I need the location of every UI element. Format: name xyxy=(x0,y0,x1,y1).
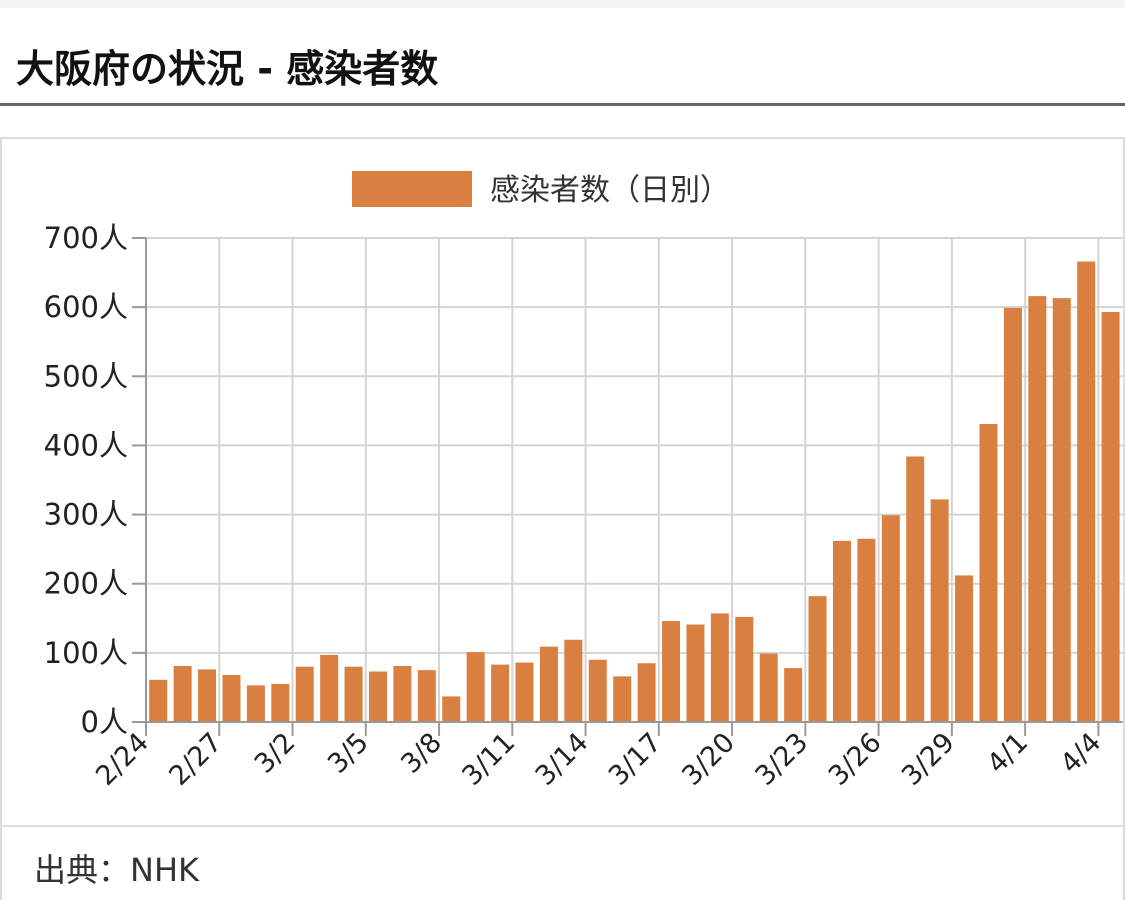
bar-3-12 xyxy=(539,646,558,722)
bar-3-15 xyxy=(613,676,632,722)
bar-3-13 xyxy=(564,639,583,722)
bar-2-25 xyxy=(173,665,192,722)
legend-label: 感染者数（日別） xyxy=(490,173,730,208)
bar-3-5 xyxy=(368,671,387,722)
chart-axes xyxy=(132,237,1123,736)
x-tick-label: 3/20 xyxy=(676,727,741,792)
x-tick-label: 4/4 xyxy=(1055,727,1108,780)
bar-3-23 xyxy=(808,596,827,722)
bar-4-2 xyxy=(1052,298,1071,722)
bar-3-6 xyxy=(393,665,412,722)
bar-4-3 xyxy=(1077,261,1096,722)
y-axis-ticks: 0人 100人 200人 300人 400人 500人 600人 700人 xyxy=(44,221,128,739)
bar-3-24 xyxy=(832,540,851,722)
bar-3-4 xyxy=(344,666,363,722)
bar-3-17 xyxy=(662,621,681,722)
page-title: 大阪府の状況 - 感染者数 xyxy=(16,47,439,91)
bar-3-16 xyxy=(637,663,656,722)
y-tick-label: 500人 xyxy=(44,359,128,393)
title-divider xyxy=(0,103,1125,106)
bar-3-8 xyxy=(442,696,461,722)
bar-3-18 xyxy=(686,624,705,722)
legend-swatch xyxy=(352,171,472,207)
bar-3-31 xyxy=(1003,307,1022,722)
x-tick-label: 3/2 xyxy=(249,727,302,780)
bar-2-24 xyxy=(149,679,168,722)
x-tick-label: 4/1 xyxy=(981,727,1034,780)
chart-legend: 感染者数（日別） xyxy=(352,171,730,208)
bar-3-29 xyxy=(955,575,974,722)
top-band xyxy=(0,0,1125,8)
y-tick-label: 100人 xyxy=(44,636,128,670)
x-tick-label: 2/27 xyxy=(163,727,228,792)
y-tick-label: 300人 xyxy=(44,498,128,532)
bar-2-26 xyxy=(198,669,217,722)
bar-2-27 xyxy=(222,674,241,722)
bar-3-11 xyxy=(515,662,534,722)
bar-3-20 xyxy=(735,616,754,722)
bar-3-28 xyxy=(930,499,949,722)
y-tick-label: 600人 xyxy=(44,290,128,324)
bar-3-14 xyxy=(588,659,607,722)
bar-4-1 xyxy=(1028,296,1047,722)
chart-bars xyxy=(149,261,1120,722)
y-tick-label: 200人 xyxy=(44,567,128,601)
bar-3-1 xyxy=(271,683,290,722)
bar-3-9 xyxy=(466,652,485,722)
bar-3-21 xyxy=(759,653,778,722)
x-tick-label: 3/23 xyxy=(749,727,814,792)
bar-3-27 xyxy=(906,456,925,722)
y-tick-label: 700人 xyxy=(44,221,128,255)
bar-3-26 xyxy=(881,515,900,722)
bar-3-7 xyxy=(417,670,436,722)
bar-4-4 xyxy=(1101,311,1120,722)
bar-3-30 xyxy=(979,423,998,722)
x-tick-label: 3/5 xyxy=(322,727,375,780)
bar-3-19 xyxy=(710,613,729,722)
bar-2-28 xyxy=(246,685,265,722)
chart-grid xyxy=(145,237,1123,723)
source-label: 出典：NHK xyxy=(34,851,199,889)
x-tick-label: 3/17 xyxy=(603,727,668,792)
source-footer: 出典：NHK xyxy=(0,825,1125,900)
y-tick-label: 0人 xyxy=(81,705,128,739)
x-tick-label: 3/26 xyxy=(823,727,888,792)
bar-3-2 xyxy=(295,666,314,722)
y-tick-label: 400人 xyxy=(44,428,128,462)
x-tick-label: 3/14 xyxy=(530,727,595,792)
x-axis-ticks: 2/24 2/27 3/2 3/5 3/8 3/11 3/14 3/17 3/20 3/23 3/2… xyxy=(90,727,1107,792)
x-tick-label: 3/29 xyxy=(896,727,961,792)
bar-3-22 xyxy=(784,668,803,722)
x-tick-label: 3/11 xyxy=(456,727,521,792)
bar-3-25 xyxy=(857,538,876,722)
bar-3-3 xyxy=(320,654,339,722)
bar-3-10 xyxy=(491,664,510,722)
x-tick-label: 3/8 xyxy=(395,727,448,780)
